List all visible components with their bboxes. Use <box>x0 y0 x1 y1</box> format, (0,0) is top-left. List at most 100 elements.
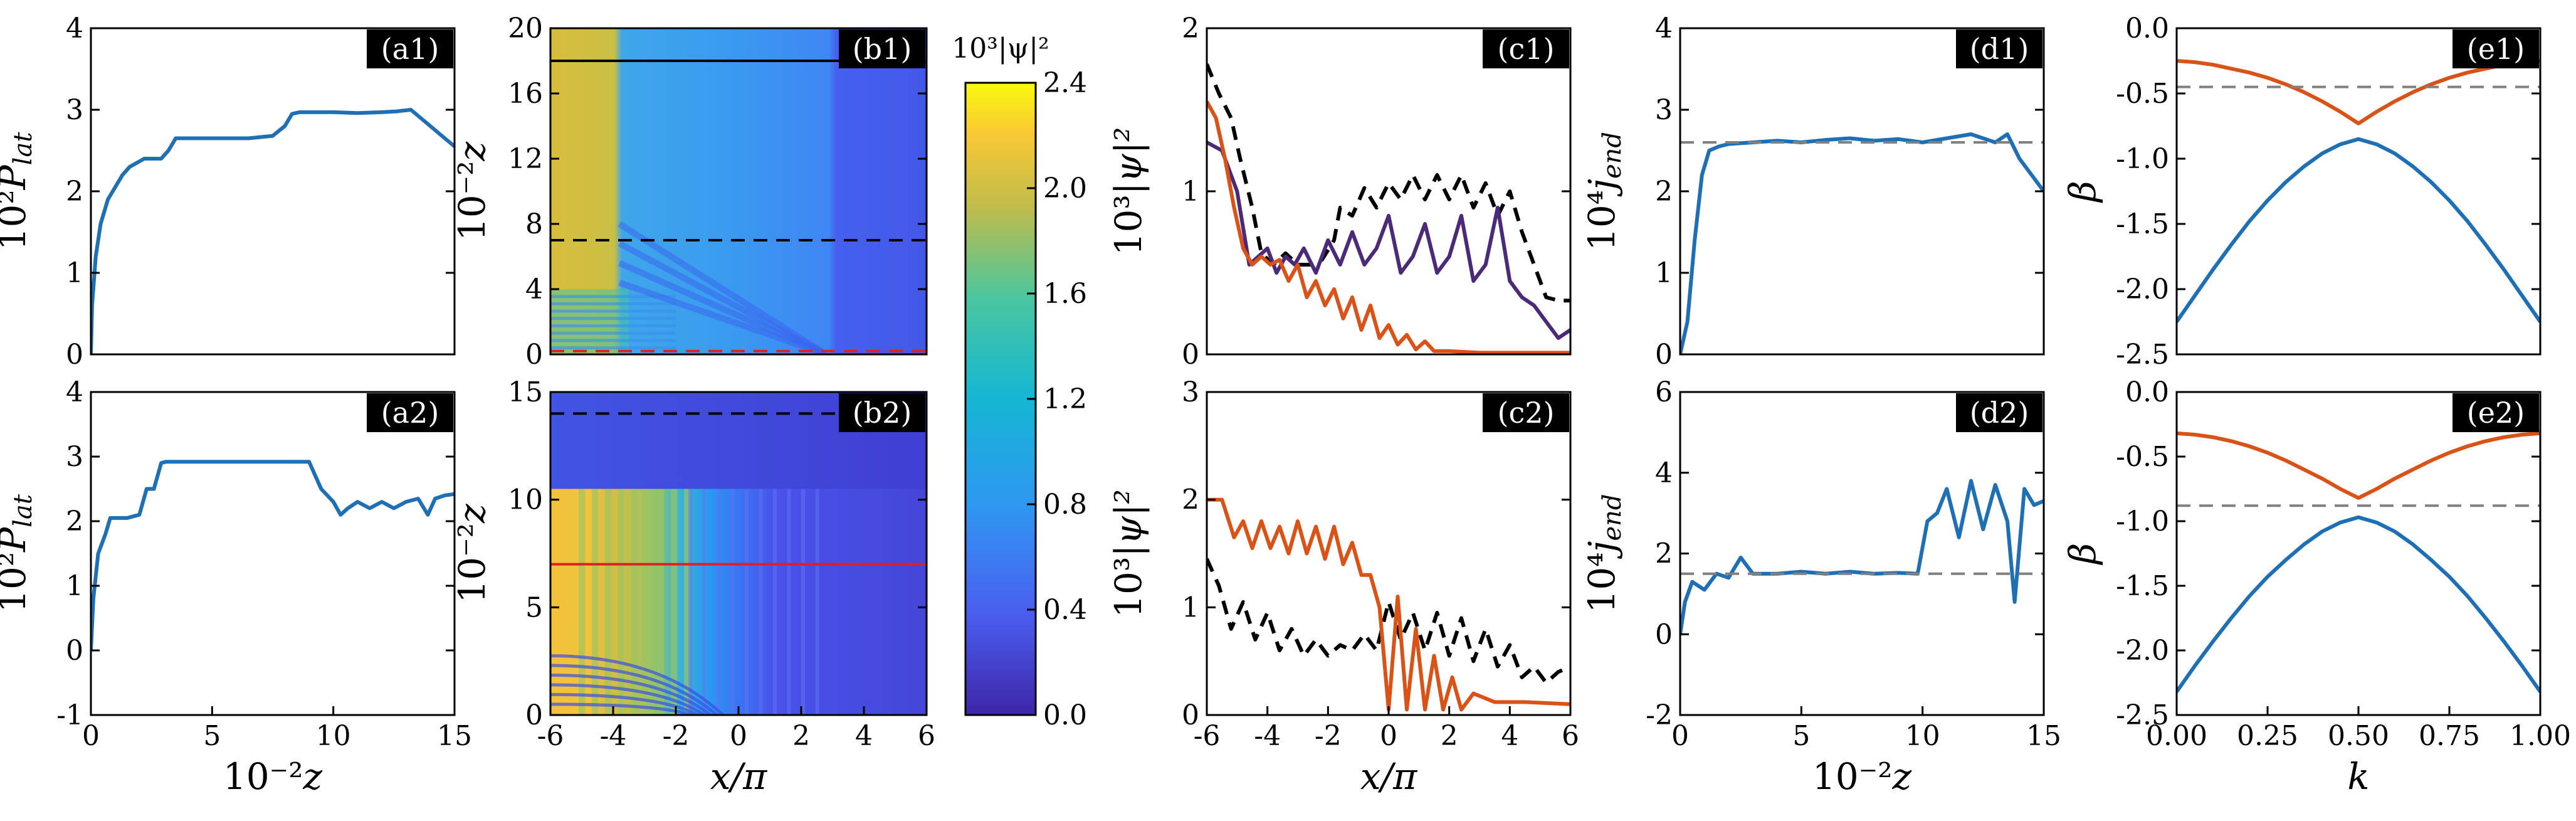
ytick-label: -2.0 <box>2116 635 2169 667</box>
panel-label-box <box>2452 393 2539 432</box>
axes-frame-e1 <box>2175 27 2542 356</box>
series-z_solid_purple <box>1207 140 1570 340</box>
panel-label-box <box>839 29 925 68</box>
ylabel-d1: 10⁴jend <box>1580 132 1627 251</box>
colorbar: 10³|ψ|² 0.0 0.4 0.8 1.2 1.6 2.0 2.4 <box>952 33 1087 731</box>
series-lower_band <box>2177 137 2540 323</box>
plot-area-c2 <box>1207 497 1570 712</box>
panel-label-box <box>2452 29 2539 68</box>
colorbar-tick-label: 2.0 <box>1043 172 1087 204</box>
colorbar-gradient <box>964 82 1037 716</box>
panel-label-box <box>839 393 925 432</box>
series-P_lat <box>91 108 455 354</box>
heatmap-fan <box>618 279 828 354</box>
heatmap-vstripe-dark <box>759 489 763 715</box>
ytick-label: 1 <box>1182 176 1199 208</box>
ytick-label: 0 <box>1655 339 1673 371</box>
xtick-label: 5 <box>1792 720 1810 752</box>
ylabel-d2: 10⁴jend <box>1580 494 1627 613</box>
ytick-label: 10 <box>508 484 543 516</box>
heatmap-arc <box>550 683 705 715</box>
heatmap-vstripe-dark <box>815 489 819 715</box>
ytick-label: 3 <box>66 94 83 126</box>
xtick-label: 0 <box>1671 720 1689 752</box>
ytick-label: 16 <box>508 78 543 110</box>
colorbar-tick-label: 0.8 <box>1043 489 1087 521</box>
colorbar-tick-label: 0.4 <box>1043 594 1087 626</box>
series-j_end <box>1680 479 2044 635</box>
axes-frame-a1 <box>90 27 456 356</box>
ytick-label: 0 <box>66 339 83 371</box>
xtick-label: 1.00 <box>2510 720 2571 752</box>
xtick-label: -2 <box>663 720 690 752</box>
xtick-label: -6 <box>537 720 564 752</box>
colorbar-tick-label: 1.2 <box>1043 383 1087 415</box>
xtick-label: 0 <box>730 720 747 752</box>
ylabel-e1: β <box>2061 181 2104 203</box>
heatmap-b1 <box>550 28 927 354</box>
xtick-label: 6 <box>1562 720 1579 752</box>
xtick-label: 0.25 <box>2237 720 2298 752</box>
ytick-label: 15 <box>508 376 543 408</box>
heatmap-vstripe <box>631 489 638 715</box>
ylabel-a2: 10²Plat <box>0 494 38 613</box>
panel-e2: 0.0 -0.5 -1.0 -1.5 -2.0 -2.50.00 0.25 0.50 0.75 1… <box>2061 376 2571 798</box>
heatmap-arc <box>550 702 692 715</box>
xtick-label: 0 <box>82 720 100 752</box>
ytick-label: 3 <box>66 441 83 473</box>
series-upper_band <box>2177 59 2540 125</box>
colorbar-tick-label: 1.6 <box>1043 278 1087 310</box>
ytick-label: 0.0 <box>2125 376 2169 408</box>
plot-area-c1 <box>1207 63 1570 354</box>
panel-label: (d2) <box>1970 396 2029 430</box>
colorbar-title: 10³|ψ|² <box>952 33 1049 65</box>
axes-frame-c2 <box>1206 391 1572 716</box>
panel-b1: 0 4 8 12 16 20 10⁻²z (b1) <box>451 13 928 371</box>
heatmap-vstripe <box>644 489 651 715</box>
xlabel-c2: x/π <box>1360 755 1417 798</box>
series-upper_band <box>2177 431 2540 500</box>
ytick-label: 0 <box>525 339 543 371</box>
ytick-label: -2.0 <box>2116 273 2169 305</box>
xlabel-a2: 10⁻²z <box>223 755 323 798</box>
series-j_end <box>1680 132 2044 354</box>
axes-frame-b1 <box>549 27 928 356</box>
ytick-label: 8 <box>525 208 543 240</box>
heatmap-arc <box>550 692 699 715</box>
ytick-label: 1 <box>1655 257 1673 289</box>
heatmap-lower-field <box>550 489 927 715</box>
xtick-label: 15 <box>2026 720 2061 752</box>
panel-label-box <box>367 393 453 432</box>
heatmap-vstripe-dark <box>688 489 692 715</box>
panel-label: (e2) <box>2467 396 2525 430</box>
ytick-label: -1 <box>56 699 83 731</box>
panel-label-box <box>1956 29 2042 68</box>
panel-label: (a2) <box>381 396 439 430</box>
ylabel-c1: 10³|ψ|² <box>1107 127 1150 256</box>
series-z_solid_orange <box>1207 100 1570 354</box>
heatmap-vstripe <box>658 489 665 715</box>
plot-area-e1 <box>2177 59 2540 323</box>
heatmap-arc <box>550 673 712 715</box>
series-z_dashed <box>1207 63 1570 303</box>
panel-c2: 0 1 2 3 -6 -4 -2 0 2 4 6 10³|ψ|² x/π (c2) <box>1107 376 1579 798</box>
xtick-label: 6 <box>918 720 935 752</box>
xtick-label: 10 <box>1905 720 1940 752</box>
ytick-label: 0 <box>1655 618 1673 650</box>
xtick-label: 0.50 <box>2328 720 2389 752</box>
xtick-label: 0.75 <box>2419 720 2480 752</box>
xtick-label: 0.00 <box>2146 720 2207 752</box>
plot-area-a2 <box>91 460 455 651</box>
panel-label: (b2) <box>853 396 912 430</box>
ytick-label: 1 <box>66 257 83 289</box>
ylabel-e2: β <box>2061 543 2104 566</box>
ylabel-a1: 10²Plat <box>0 132 38 251</box>
ylabel-b1: 10⁻²z <box>451 141 493 241</box>
ytick-label: 1 <box>1182 591 1199 623</box>
xtick-label: -4 <box>1254 720 1281 752</box>
heatmap-vstripe <box>618 489 625 715</box>
heatmap-vstripe-dark <box>745 489 749 715</box>
xlabel-d2: 10⁻²z <box>1812 755 1912 798</box>
colorbar-tick-label: 0.0 <box>1043 699 1087 731</box>
